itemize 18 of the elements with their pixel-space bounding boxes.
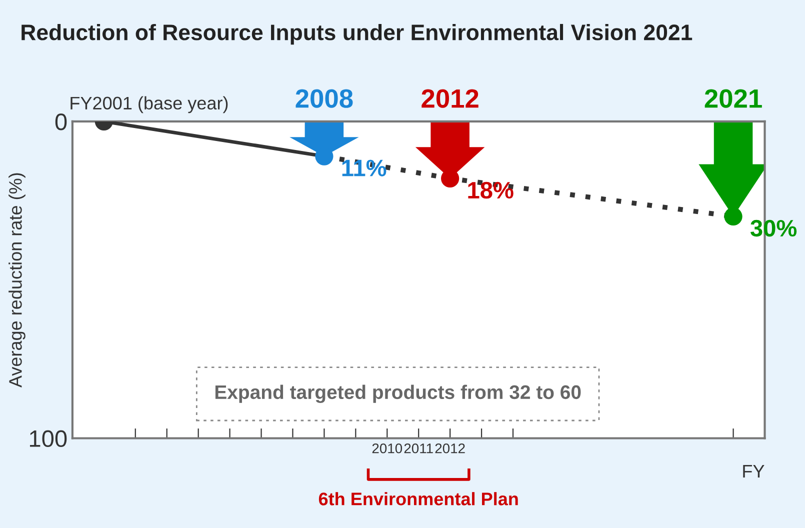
data-label: 11% — [342, 160, 386, 176]
data-label: 18% — [468, 182, 514, 199]
text: 6th Environmental Plan — [318, 492, 518, 506]
text: 2021 — [704, 89, 762, 108]
x-axis-title: FY — [743, 465, 764, 478]
chart-title: Reduction of Resource Inputs under Environmental Vision 2021 — [22, 24, 692, 45]
text: FY2001 (base year) — [70, 96, 228, 114]
annotation: Expand targeted products from 32 to 60 — [215, 384, 581, 403]
x-tick-label: 2010 — [372, 443, 402, 454]
y-axis-title: Average reduction rate (%) — [8, 173, 26, 388]
text: 2012 — [422, 89, 478, 108]
x-tick-label: 2011 — [404, 443, 433, 454]
x-tick-label: 2012 — [435, 443, 465, 454]
data-label: 30% — [750, 220, 797, 237]
y-tick-label: 100 — [30, 430, 67, 448]
text: 2008 — [296, 89, 353, 108]
y-tick-label: 0 — [55, 114, 67, 130]
point — [724, 207, 742, 226]
